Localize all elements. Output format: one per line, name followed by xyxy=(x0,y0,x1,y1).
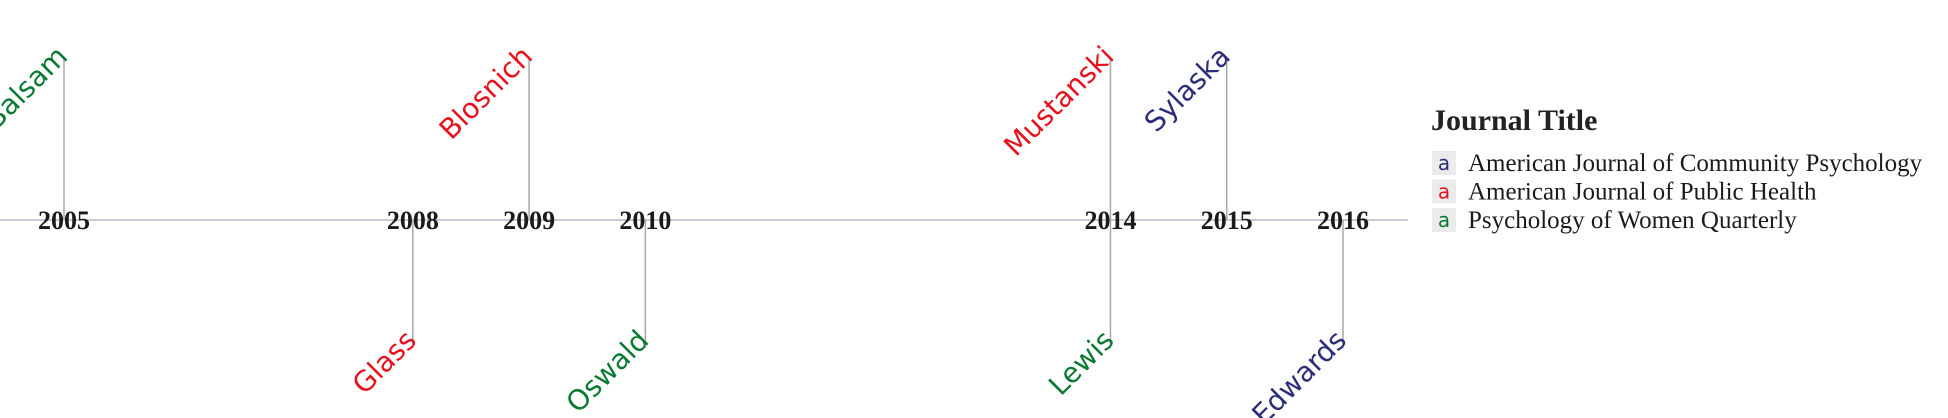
year-tick-label: 2014 xyxy=(1084,206,1136,235)
legend: Journal Title a American Journal of Commu… xyxy=(1431,104,1923,234)
year-tick-label: 2005 xyxy=(38,206,90,235)
legend-entry: a American Journal of Community Psycholog… xyxy=(1432,150,1923,177)
year-tick-label: 2015 xyxy=(1201,206,1253,235)
event-labels: Balsam Glass Blosnich Oswald Mustanski Lewis S… xyxy=(0,40,1353,418)
legend-label: American Journal of Community Psychology xyxy=(1468,150,1923,177)
legend-entry: a American Journal of Public Health xyxy=(1432,179,1817,206)
event-label: Blosnich xyxy=(433,40,539,146)
event-label: Oswald xyxy=(560,324,656,418)
event-label: Edwards xyxy=(1246,324,1353,418)
year-tick-label: 2009 xyxy=(503,206,555,235)
legend-title: Journal Title xyxy=(1431,104,1597,137)
event-label: Balsam xyxy=(0,40,74,136)
year-tick-label: 2010 xyxy=(619,206,671,235)
legend-key-glyph: a xyxy=(1438,180,1450,204)
year-labels: 2005 2008 2009 2010 2014 2015 2016 xyxy=(38,206,1369,235)
year-tick-label: 2008 xyxy=(387,206,439,235)
legend-key-swatch xyxy=(1432,179,1456,204)
legend-label: American Journal of Public Health xyxy=(1468,179,1817,206)
legend-key-glyph: a xyxy=(1438,208,1450,232)
legend-key-swatch xyxy=(1432,208,1456,232)
legend-entry: a Psychology of Women Quarterly xyxy=(1432,207,1797,234)
event-label: Lewis xyxy=(1042,324,1120,402)
legend-label: Psychology of Women Quarterly xyxy=(1468,207,1797,234)
legend-key-glyph: a xyxy=(1438,151,1450,175)
event-label: Sylaska xyxy=(1138,40,1237,139)
event-label: Glass xyxy=(346,324,423,401)
event-stems xyxy=(63,58,1344,348)
legend-key-swatch xyxy=(1432,151,1456,175)
event-label: Mustanski xyxy=(997,40,1120,163)
year-tick-label: 2016 xyxy=(1317,206,1369,235)
